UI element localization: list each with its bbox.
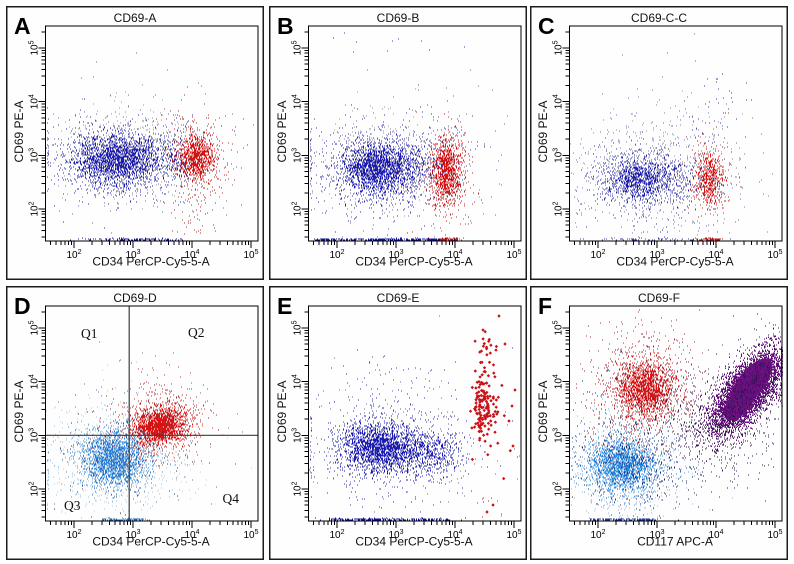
svg-text:C: C	[538, 13, 555, 39]
svg-text:CD117 APC-A: CD117 APC-A	[637, 535, 713, 549]
svg-text:102: 102	[292, 481, 304, 496]
svg-text:F: F	[538, 293, 552, 319]
svg-text:CD69 PE-A: CD69 PE-A	[275, 100, 289, 162]
svg-text:CD34 PerCP-Cy5-5-A: CD34 PerCP-Cy5-5-A	[355, 535, 472, 549]
svg-text:103: 103	[29, 428, 41, 443]
svg-text:104: 104	[292, 94, 304, 109]
svg-text:CD69 PE-A: CD69 PE-A	[275, 380, 289, 442]
svg-text:CD69-C-C: CD69-C-C	[631, 11, 687, 25]
svg-text:CD69 PE-A: CD69 PE-A	[12, 380, 26, 442]
svg-text:105: 105	[292, 40, 304, 55]
svg-text:CD69-B: CD69-B	[377, 11, 420, 25]
svg-text:105: 105	[29, 40, 41, 55]
svg-text:E: E	[277, 293, 292, 319]
svg-text:CD69-D: CD69-D	[113, 291, 157, 305]
svg-text:CD34 PerCP-Cy5-5-A: CD34 PerCP-Cy5-5-A	[355, 255, 472, 269]
svg-text:102: 102	[29, 201, 41, 216]
svg-text:104: 104	[553, 374, 565, 389]
svg-text:Q2: Q2	[188, 325, 205, 340]
svg-text:CD69 PE-A: CD69 PE-A	[12, 100, 26, 162]
svg-text:102: 102	[292, 201, 304, 216]
svg-text:D: D	[14, 293, 31, 319]
svg-text:102: 102	[553, 481, 565, 496]
svg-text:CD34 PerCP-Cy5-5-A: CD34 PerCP-Cy5-5-A	[92, 535, 209, 549]
svg-text:105: 105	[553, 40, 565, 55]
svg-text:CD34 PerCP-Cy5-5-A: CD34 PerCP-Cy5-5-A	[616, 255, 733, 269]
svg-text:102: 102	[29, 481, 41, 496]
svg-text:104: 104	[553, 94, 565, 109]
svg-text:103: 103	[553, 428, 565, 443]
svg-text:CD69-F: CD69-F	[638, 291, 680, 305]
svg-text:CD34 PerCP-Cy5-5-A: CD34 PerCP-Cy5-5-A	[92, 255, 209, 269]
svg-text:102: 102	[553, 201, 565, 216]
svg-text:105: 105	[553, 320, 565, 335]
svg-text:CD69 PE-A: CD69 PE-A	[536, 380, 550, 442]
svg-text:CD69 PE-A: CD69 PE-A	[536, 100, 550, 162]
svg-text:103: 103	[292, 428, 304, 443]
svg-text:104: 104	[292, 374, 304, 389]
svg-text:CD69-A: CD69-A	[114, 11, 157, 25]
svg-text:Q4: Q4	[223, 491, 240, 506]
svg-text:CD69-E: CD69-E	[377, 291, 420, 305]
svg-text:103: 103	[29, 148, 41, 163]
svg-text:105: 105	[292, 320, 304, 335]
svg-text:105: 105	[29, 320, 41, 335]
svg-text:103: 103	[292, 148, 304, 163]
svg-text:B: B	[277, 13, 294, 39]
svg-text:Q1: Q1	[81, 326, 98, 341]
svg-text:104: 104	[29, 374, 41, 389]
svg-text:A: A	[14, 13, 31, 39]
svg-text:104: 104	[29, 94, 41, 109]
svg-text:103: 103	[553, 148, 565, 163]
svg-text:Q3: Q3	[64, 498, 81, 513]
